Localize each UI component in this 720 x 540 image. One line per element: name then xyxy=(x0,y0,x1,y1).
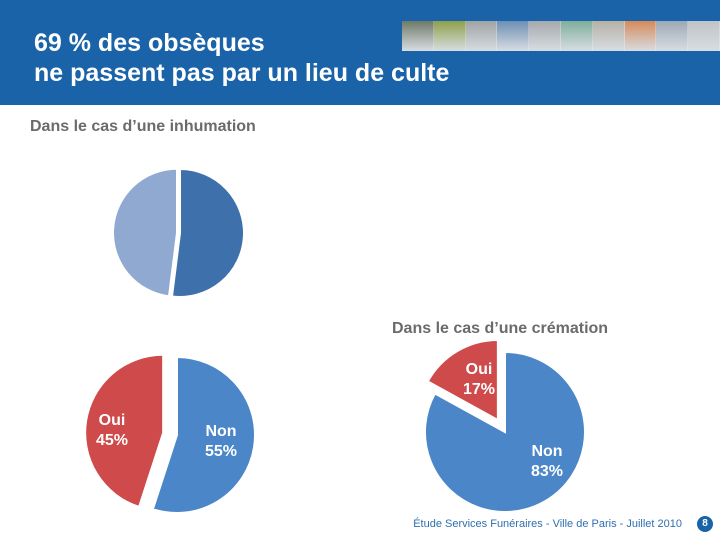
page-title-line-2: ne passent pas par un lieu de culte xyxy=(34,59,450,87)
page-title-line-1: 69 % des obsèques xyxy=(34,29,265,57)
face-photo-5 xyxy=(560,21,593,51)
inhumation-subtitle: Dans le cas d’une inhumation xyxy=(30,118,256,135)
cremation-subtitle: Dans le cas d’une crémation xyxy=(392,320,609,337)
pie-1-slice-non xyxy=(151,355,256,514)
face-photo-9 xyxy=(688,21,720,51)
faces-photo-strip xyxy=(402,21,720,51)
face-photo-1 xyxy=(433,21,466,51)
face-photo-6 xyxy=(592,21,625,51)
footer-text: Étude Services Funéraires - Ville de Par… xyxy=(413,518,682,530)
header-banner: 69 % des obsèques ne passent pas par un … xyxy=(0,0,720,105)
page-title: 69 % des obsèques ne passent pas par un … xyxy=(34,28,449,88)
face-photo-0 xyxy=(402,21,434,51)
pie-1-label-non: Non 55% xyxy=(205,423,237,460)
face-photo-4 xyxy=(529,21,561,51)
face-photo-3 xyxy=(497,21,530,51)
pie-0-slice-oui xyxy=(112,167,179,298)
pie-2-slice-oui xyxy=(426,338,499,422)
face-photo-8 xyxy=(656,21,689,51)
face-photo-7 xyxy=(624,21,657,51)
face-photo-2 xyxy=(465,21,498,51)
pie-1-label-oui: Oui 45% xyxy=(96,412,128,449)
pie-2-slice-non xyxy=(424,350,586,513)
pie-0-slice-non xyxy=(170,167,245,298)
pie-1-slice-oui xyxy=(84,353,165,509)
pie-2-label-oui: Oui 17% xyxy=(463,361,495,398)
page-number-badge: 8 xyxy=(697,516,713,532)
pie-2-label-non: Non 83% xyxy=(531,443,563,480)
